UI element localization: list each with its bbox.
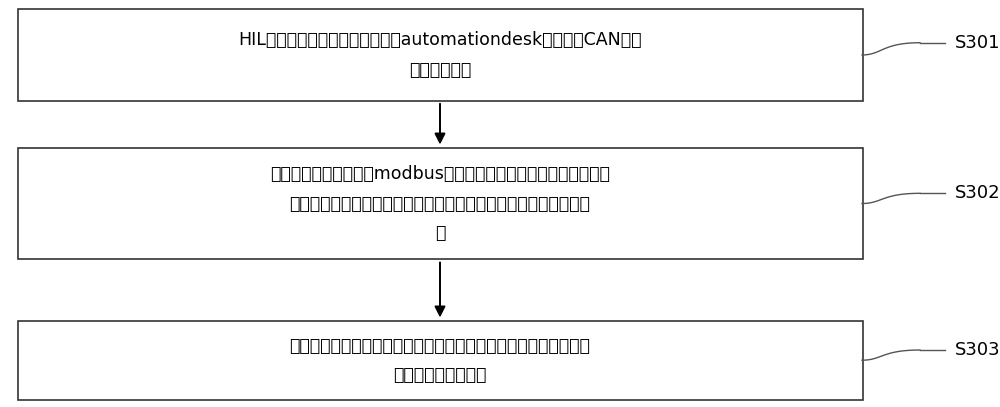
- Text: 下位机视觉分析机通过modbus通讯获取上位机仿真端所发出的识别: 下位机视觉分析机通过modbus通讯获取上位机仿真端所发出的识别: [270, 165, 610, 183]
- Text: 某一预设的指针读数: 某一预设的指针读数: [393, 366, 487, 384]
- Text: HIL仿真平台通过自动化编程软件automationdesk指令发送CAN信号: HIL仿真平台通过自动化编程软件automationdesk指令发送CAN信号: [238, 31, 642, 49]
- Text: 命令，驱动摄像机开始对所述组合仪表盘中某一位置的指针进行采: 命令，驱动摄像机开始对所述组合仪表盘中某一位置的指针进行采: [290, 195, 590, 212]
- FancyBboxPatch shape: [18, 148, 862, 260]
- Text: S301: S301: [955, 34, 1000, 52]
- Text: S303: S303: [955, 341, 1000, 359]
- Text: 至组合仪表盘: 至组合仪表盘: [409, 61, 471, 79]
- Text: 集: 集: [435, 224, 445, 242]
- FancyBboxPatch shape: [18, 321, 862, 400]
- Text: S302: S302: [955, 184, 1000, 202]
- Text: 根据下位机视觉分析机对所述某一位置的指针进行识别，并匹配到: 根据下位机视觉分析机对所述某一位置的指针进行识别，并匹配到: [290, 337, 590, 354]
- FancyBboxPatch shape: [18, 9, 862, 101]
